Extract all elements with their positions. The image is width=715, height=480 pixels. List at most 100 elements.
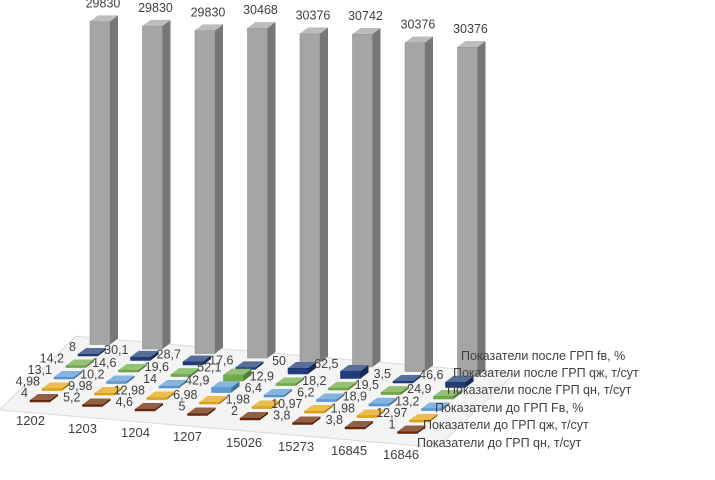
bar-side (296, 377, 304, 386)
bar (340, 365, 369, 379)
data-label: 29830 (138, 1, 173, 15)
bar (263, 389, 292, 398)
bar-front (223, 374, 244, 382)
bar (118, 364, 147, 373)
bar-top (78, 348, 106, 354)
bar-top (147, 391, 175, 398)
bar-front (344, 426, 366, 430)
bar (134, 403, 163, 412)
bar (299, 27, 328, 363)
bar-top (66, 359, 94, 366)
bar-top (352, 28, 381, 34)
bar-side (110, 15, 118, 345)
bar-top (457, 40, 486, 47)
bar-side (138, 364, 147, 372)
bar (106, 375, 135, 384)
data-label: 4,6 (116, 395, 133, 409)
bar-side (62, 382, 70, 391)
data-label: 12,98 (114, 384, 145, 398)
bar (29, 394, 58, 403)
data-label: 3,8 (273, 409, 290, 423)
data-label: 12,9 (250, 370, 274, 384)
bar-top (171, 368, 199, 375)
bar (433, 390, 462, 400)
bar-top (187, 407, 216, 414)
bar (182, 355, 211, 366)
category-tick-label: 1204 (121, 425, 150, 440)
bar (41, 382, 70, 391)
bar-side (74, 371, 82, 379)
data-label: 13,2 (395, 395, 419, 409)
bar-top (90, 15, 118, 22)
data-label: 3,8 (326, 413, 343, 427)
data-label: 50 (272, 354, 286, 368)
category-tick-label: 15273 (278, 439, 314, 454)
bar-side (231, 381, 240, 393)
bar-side (377, 409, 385, 418)
data-label: 1 (389, 418, 396, 432)
bar-top (183, 355, 211, 362)
bar-side (191, 368, 199, 377)
bar-side (360, 365, 369, 379)
bar-top (421, 402, 450, 409)
data-label: 6,2 (297, 386, 314, 400)
category-tick-label: 1207 (173, 429, 202, 444)
bar (421, 402, 450, 411)
bar-front (352, 33, 373, 368)
bar-top (288, 362, 316, 368)
data-label: 13,1 (28, 363, 52, 377)
bar-side (308, 362, 316, 374)
bar (130, 350, 159, 361)
bar (392, 375, 421, 384)
data-label: 4,98 (16, 375, 40, 389)
bar-side (425, 36, 433, 372)
bar-top (292, 416, 321, 423)
bar-front (404, 42, 426, 372)
bar-top (30, 394, 58, 400)
bar-front (82, 404, 103, 407)
bar-front (292, 422, 313, 425)
data-label: 5 (179, 400, 186, 414)
bar (287, 362, 316, 375)
bar-side (50, 394, 58, 402)
bar-top (409, 414, 438, 420)
bar (53, 371, 82, 380)
bar-front (146, 397, 168, 400)
bar-front (194, 30, 216, 354)
data-label: 30376 (401, 17, 436, 31)
category-tick-label: 1202 (16, 413, 45, 428)
bar (368, 397, 397, 407)
bar-front (118, 369, 139, 373)
bar-top (142, 19, 171, 26)
bar (82, 398, 111, 407)
bar-top (54, 371, 82, 377)
bar-front (247, 27, 268, 359)
bar-front (397, 431, 418, 434)
bar-side (126, 375, 135, 384)
bar-side (203, 355, 211, 365)
bar (142, 19, 171, 350)
data-label: 42,9 (185, 373, 209, 387)
bar-top (316, 393, 345, 400)
bar-side (441, 402, 450, 411)
bar-side (417, 425, 426, 434)
bar (187, 407, 216, 416)
bar-front (356, 415, 378, 418)
bar-top (159, 380, 187, 386)
bar-top (211, 381, 240, 388)
bar (352, 28, 381, 368)
bar-top (405, 36, 433, 43)
bar-front (457, 46, 478, 377)
bar-side (336, 393, 345, 402)
bar-side (320, 27, 328, 363)
bar-side (372, 28, 381, 367)
legend-series-label: Показатели до ГРП qн, т/сут (417, 436, 582, 450)
bar-top (276, 377, 304, 384)
bar (397, 425, 426, 434)
data-label: 24,9 (407, 382, 431, 396)
data-label: 14,2 (40, 352, 64, 366)
bar-side (260, 412, 268, 420)
bar-top (94, 387, 123, 393)
bar-top (106, 375, 135, 382)
data-label: 4 (21, 386, 28, 400)
